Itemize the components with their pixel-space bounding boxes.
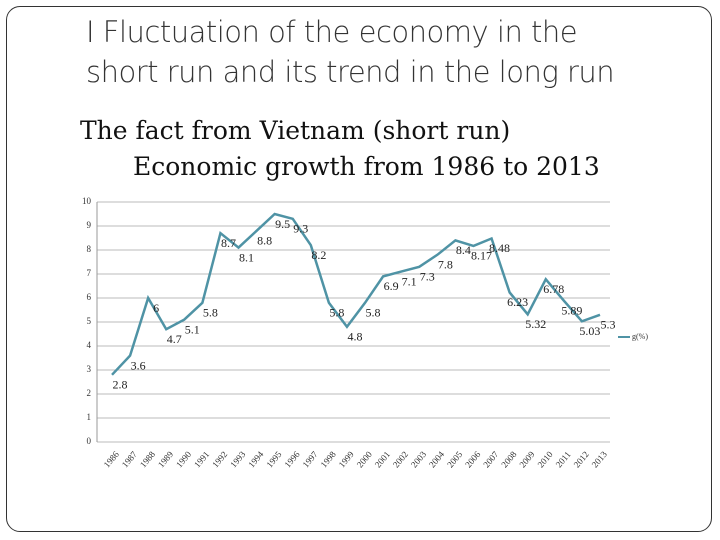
x-tick-label: 1997 — [300, 449, 320, 470]
data-label: 7.8 — [438, 258, 453, 272]
data-line — [111, 212, 601, 376]
data-label: 5.1 — [185, 322, 200, 336]
y-tick-label: 9 — [87, 220, 92, 230]
x-tick-label: 2008 — [499, 449, 519, 470]
x-tick-label: 1995 — [264, 449, 284, 470]
y-tick-label: 5 — [87, 316, 92, 326]
slide-title: I Fluctuation of the economy in the shor… — [86, 15, 615, 89]
x-tick-label: 1999 — [337, 449, 357, 470]
x-tick-label: 1992 — [210, 449, 229, 469]
x-tick-label: 2012 — [572, 449, 591, 469]
data-label: 5.89 — [561, 303, 582, 317]
y-tick-label: 7 — [87, 268, 92, 278]
x-tick-label: 2000 — [355, 449, 375, 470]
x-tick-label: 2010 — [535, 449, 555, 470]
y-tick-label: 1 — [87, 412, 92, 422]
y-tick-label: 4 — [87, 340, 92, 350]
subtitle: The fact from Vietnam (short run) — [80, 116, 511, 145]
y-tick-label: 8 — [87, 244, 92, 254]
x-tick-label: 2005 — [445, 449, 465, 470]
data-label: 5.8 — [366, 306, 381, 320]
x-tick-label: 1987 — [120, 449, 140, 470]
y-tick-label: 6 — [87, 292, 92, 302]
x-tick-label: 2003 — [409, 449, 429, 470]
x-tick-label: 2009 — [517, 449, 537, 470]
data-label: 8.48 — [489, 241, 510, 255]
x-tick-label: 1996 — [282, 449, 302, 470]
data-label: 6.23 — [507, 295, 528, 309]
y-tick-label: 0 — [87, 436, 92, 446]
data-label: 4.8 — [347, 330, 362, 344]
x-tick-label: 2001 — [373, 449, 392, 469]
x-tick-label: 1998 — [319, 449, 339, 470]
x-tick-label: 1991 — [192, 449, 211, 469]
slide-frame — [6, 6, 712, 532]
data-label: 7.3 — [420, 270, 435, 284]
chart-title: Economic growth from 1986 to 2013 — [133, 152, 600, 181]
data-label: 8.8 — [257, 234, 272, 248]
data-label: 6.78 — [543, 282, 564, 296]
x-tick-label: 1994 — [246, 449, 266, 470]
x-tick-label: 1990 — [174, 449, 194, 470]
x-tick-label: 1988 — [138, 449, 158, 470]
x-tick-label: 2011 — [554, 449, 573, 469]
data-label: 9.3 — [293, 222, 308, 236]
x-tick-label: 2004 — [427, 449, 447, 470]
data-label: 5.3 — [601, 318, 616, 332]
legend-label: g(%) — [632, 332, 648, 341]
data-label: 5.32 — [525, 317, 546, 331]
data-label: 2.8 — [113, 378, 128, 392]
data-label: 4.7 — [167, 332, 182, 346]
y-tick-label: 2 — [87, 388, 92, 398]
data-label: 8.2 — [311, 248, 326, 262]
data-label: 5.8 — [203, 306, 218, 320]
x-tick-label: 1986 — [102, 449, 122, 470]
data-label: 7.1 — [402, 274, 417, 288]
data-label: 9.5 — [275, 217, 290, 231]
x-tick-label: 1989 — [156, 449, 176, 470]
x-tick-label: 1993 — [228, 449, 248, 470]
data-label: 8.4 — [456, 243, 471, 257]
data-label: 8.7 — [221, 236, 236, 250]
data-label: 5.8 — [329, 306, 344, 320]
data-label: 8.1 — [239, 250, 254, 264]
y-tick-label: 3 — [87, 364, 92, 374]
x-tick-label: 2013 — [590, 449, 610, 470]
data-label: 6.9 — [384, 279, 399, 293]
x-tick-label: 2006 — [463, 449, 483, 470]
y-tick-label: 10 — [82, 196, 92, 206]
data-label: 6 — [153, 301, 159, 315]
x-tick-label: 2007 — [481, 449, 501, 470]
data-label: 3.6 — [131, 358, 146, 372]
x-tick-label: 2002 — [391, 449, 410, 469]
data-label: 5.03 — [579, 324, 600, 338]
data-label: 8.17 — [471, 249, 492, 263]
